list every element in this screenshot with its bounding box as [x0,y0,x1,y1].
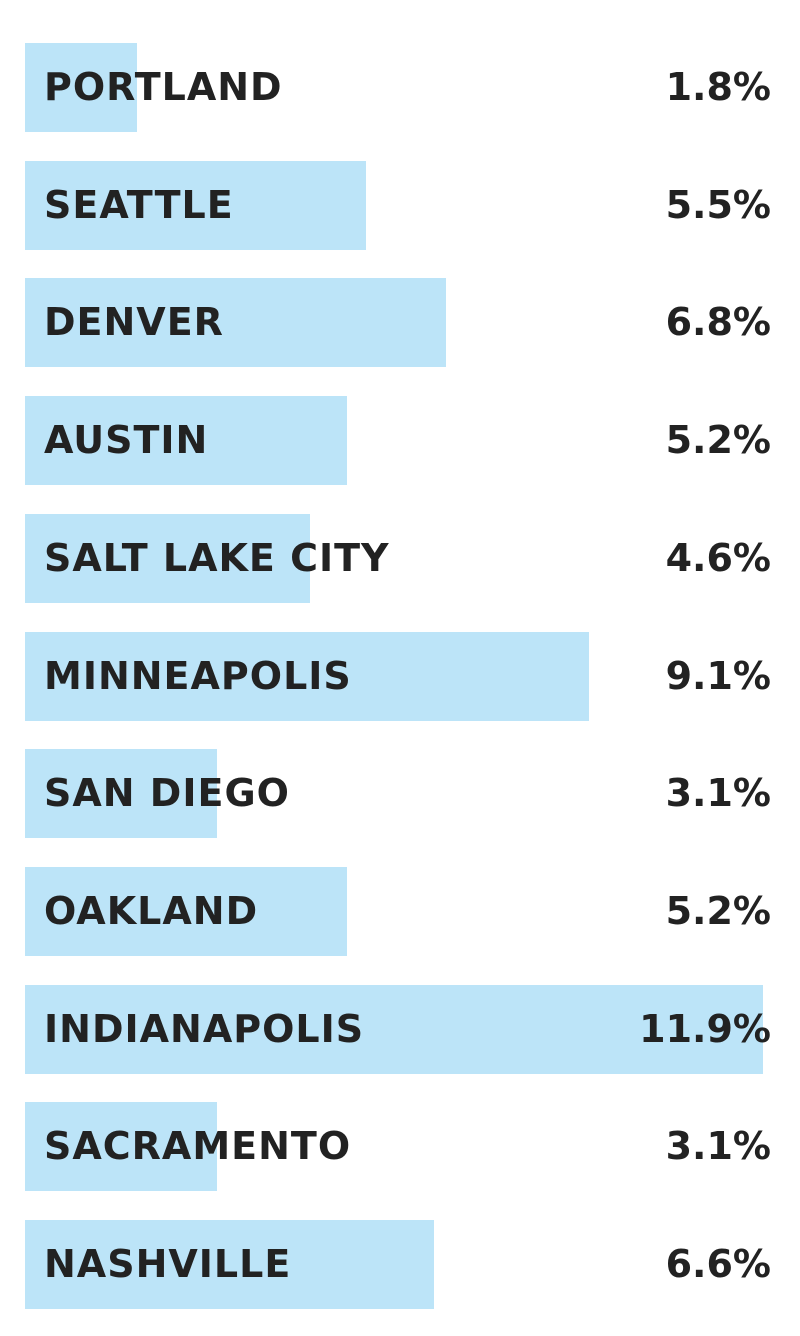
city-label: NASHVILLE [44,1242,292,1286]
bar [25,278,446,367]
city-label: AUSTIN [44,418,209,462]
city-label: SALT LAKE CITY [44,536,390,580]
city-label: MINNEAPOLIS [44,654,352,698]
city-label: OAKLAND [44,889,259,933]
bar-row: INDIANAPOLIS 11.9% [25,985,775,1074]
city-label: SAN DIEGO [44,771,290,815]
value-label: 4.6% [665,536,771,580]
value-label: 5.2% [665,889,771,933]
bar [25,867,347,956]
city-label: DENVER [44,300,224,344]
value-label: 6.6% [665,1242,771,1286]
value-label: 6.8% [665,300,771,344]
bar-row: PORTLAND 1.8% [25,43,775,132]
value-label: 5.2% [665,418,771,462]
bar-row: OAKLAND 5.2% [25,867,775,956]
value-label: 5.5% [665,183,771,227]
bar [25,161,366,250]
city-label: SEATTLE [44,183,234,227]
city-label: SACRAMENTO [44,1124,352,1168]
city-label: PORTLAND [44,65,283,109]
bar [25,985,763,1074]
bar-row: MINNEAPOLIS 9.1% [25,632,775,721]
value-label: 3.1% [665,771,771,815]
bar-row: SEATTLE 5.5% [25,161,775,250]
bar [25,749,217,838]
bar [25,632,589,721]
value-label: 9.1% [665,654,771,698]
value-label: 11.9% [639,1007,771,1051]
bar [25,514,310,603]
bar-row: NASHVILLE 6.6% [25,1220,775,1309]
city-label: INDIANAPOLIS [44,1007,365,1051]
bar-row: SALT LAKE CITY 4.6% [25,514,775,603]
bar-row: SAN DIEGO 3.1% [25,749,775,838]
bar-row: SACRAMENTO 3.1% [25,1102,775,1191]
bar-row: AUSTIN 5.2% [25,396,775,485]
bar [25,396,347,485]
bar [25,43,137,132]
value-label: 3.1% [665,1124,771,1168]
bar [25,1220,434,1309]
value-label: 1.8% [665,65,771,109]
bar-row: DENVER 6.8% [25,278,775,367]
bar [25,1102,217,1191]
